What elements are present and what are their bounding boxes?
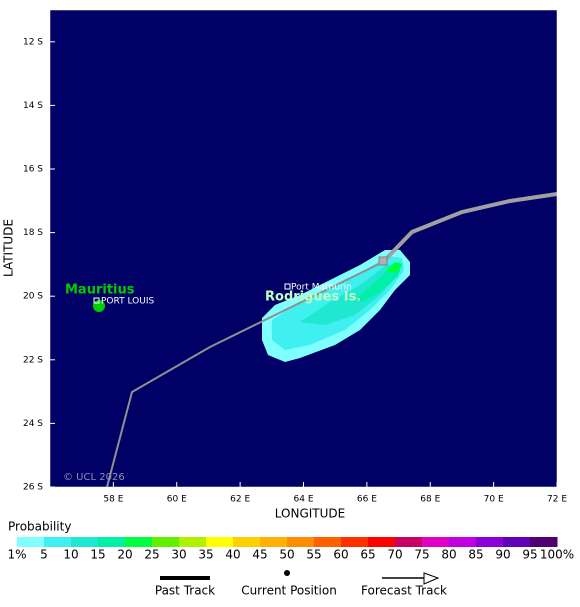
label-port-mathurin: Port Mathurin (291, 283, 352, 293)
label-mauritius: Mauritius (65, 283, 135, 298)
legend-label: 85 (468, 548, 483, 562)
legend-label: 35 (198, 548, 213, 562)
y-tick-label: 14 S (23, 101, 43, 111)
legend-label: 40 (225, 548, 240, 562)
x-axis-label: LONGITUDE (275, 507, 345, 521)
label-rodrigues: Rodrigues Is. (265, 290, 361, 305)
legend-label: 1% (7, 548, 26, 562)
legend-label: 55 (306, 548, 321, 562)
x-tick-label: 68 E (420, 495, 440, 505)
y-tick-label: 18 S (23, 228, 43, 238)
x-tick-label: 60 E (167, 495, 187, 505)
past-track-label: Past Track (155, 584, 215, 598)
ocean (50, 10, 557, 487)
legend-label: 80 (441, 548, 456, 562)
legend-swatch (368, 537, 396, 547)
legend-swatch (17, 537, 45, 547)
legend-swatch (395, 537, 423, 547)
legend-swatch (233, 537, 261, 547)
legend-label: 30 (171, 548, 186, 562)
y-axis-label: LATITUDE (2, 219, 16, 277)
prob-swath-15 (355, 264, 402, 302)
y-tick-label: 26 S (23, 483, 43, 493)
legend-label: 70 (387, 548, 402, 562)
x-tick-label: 72 E (547, 495, 567, 505)
legend-swatch (71, 537, 99, 547)
forecast-track (381, 192, 558, 264)
legend-swatch (341, 537, 369, 547)
port-mathurin-marker (284, 283, 291, 290)
legend-swatch (314, 537, 342, 547)
port-louis-marker (93, 297, 100, 304)
legend-swatch (152, 537, 180, 547)
legend-swatch (260, 537, 288, 547)
x-tick-label: 64 E (294, 495, 314, 505)
legend-label: 10 (63, 548, 78, 562)
prob-swath-20 (385, 262, 402, 272)
legend-swatch (98, 537, 126, 547)
label-port-louis: PORT LOUIS (101, 297, 154, 307)
y-tick-label: 24 S (23, 419, 43, 429)
y-tick-label: 20 S (23, 292, 43, 302)
legend-swatch (530, 537, 558, 547)
legend-label: 25 (144, 548, 159, 562)
legend-swatch (287, 537, 315, 547)
legend-swatch (476, 537, 504, 547)
legend-label: 5 (40, 548, 48, 562)
legend-label: 20 (117, 548, 132, 562)
legend-swatch (44, 537, 72, 547)
legend-label: 15 (90, 548, 105, 562)
legend-label: 50 (279, 548, 294, 562)
current-position-key (284, 570, 290, 576)
x-tick-label: 58 E (103, 495, 123, 505)
legend-label: 45 (252, 548, 267, 562)
forecast-track-label: Forecast Track (361, 584, 447, 598)
legend-swatch (503, 537, 531, 547)
current-position (378, 256, 388, 266)
legend-label: 75 (414, 548, 429, 562)
x-tick-label: 66 E (357, 495, 377, 505)
x-tick-label: 62 E (230, 495, 250, 505)
legend-swatch (206, 537, 234, 547)
legend-label: 95 (522, 548, 537, 562)
x-tick-label: 70 E (484, 495, 504, 505)
past-track (106, 261, 384, 488)
current-position-label: Current Position (241, 584, 337, 598)
legend-swatch (449, 537, 477, 547)
legend-label: 60 (333, 548, 348, 562)
prob-swath-10 (300, 262, 400, 325)
y-tick-label: 12 S (23, 37, 43, 47)
legend-label: 90 (495, 548, 510, 562)
y-tick-label: 22 S (23, 355, 43, 365)
legend-label: 100% (540, 548, 574, 562)
forecast-arrow (423, 572, 440, 585)
legend-swatch (422, 537, 450, 547)
legend-swatch (125, 537, 153, 547)
copyright: © UCL 2026 (63, 472, 125, 483)
legend-title: Probability (8, 520, 71, 534)
y-tick-label: 16 S (23, 165, 43, 175)
legend-swatch (179, 537, 207, 547)
legend-label: 65 (360, 548, 375, 562)
